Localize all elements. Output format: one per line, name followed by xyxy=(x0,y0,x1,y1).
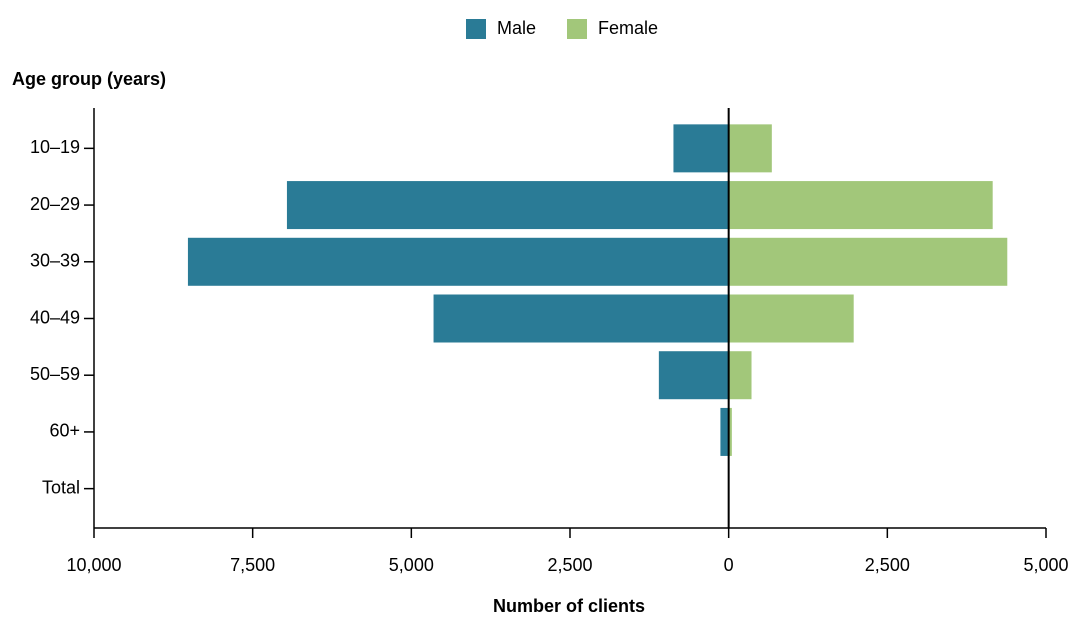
legend-label: Female xyxy=(598,18,658,38)
y-tick-label: 20–29 xyxy=(30,194,80,214)
y-tick-label: 60+ xyxy=(49,421,80,441)
bar xyxy=(720,407,729,456)
legend-swatch xyxy=(466,19,486,39)
x-tick-label: 10,000 xyxy=(66,555,121,575)
x-tick-label: 5,000 xyxy=(389,555,434,575)
bar xyxy=(286,181,729,230)
bar xyxy=(728,407,732,456)
bar xyxy=(673,124,729,173)
bar xyxy=(728,351,752,400)
bar xyxy=(728,124,772,173)
bar xyxy=(728,181,993,230)
y-tick-label: 30–39 xyxy=(30,251,80,271)
x-axis-label: Number of clients xyxy=(493,596,645,616)
x-tick-label: 5,000 xyxy=(1023,555,1068,575)
legend-label: Male xyxy=(497,18,536,38)
x-tick-label: 2,500 xyxy=(865,555,910,575)
bar xyxy=(658,351,729,400)
bar xyxy=(187,237,729,286)
y-tick-label: 10–19 xyxy=(30,137,80,157)
y-tick-label: 50–59 xyxy=(30,364,80,384)
bar xyxy=(433,294,729,343)
y-axis-label: Age group (years) xyxy=(12,69,166,89)
bar xyxy=(728,294,854,343)
legend-swatch xyxy=(567,19,587,39)
y-tick-label: 40–49 xyxy=(30,307,80,327)
y-tick-label: Total xyxy=(42,477,80,497)
x-tick-label: 2,500 xyxy=(547,555,592,575)
bar xyxy=(728,237,1008,286)
x-tick-label: 0 xyxy=(724,555,734,575)
x-tick-label: 7,500 xyxy=(230,555,275,575)
